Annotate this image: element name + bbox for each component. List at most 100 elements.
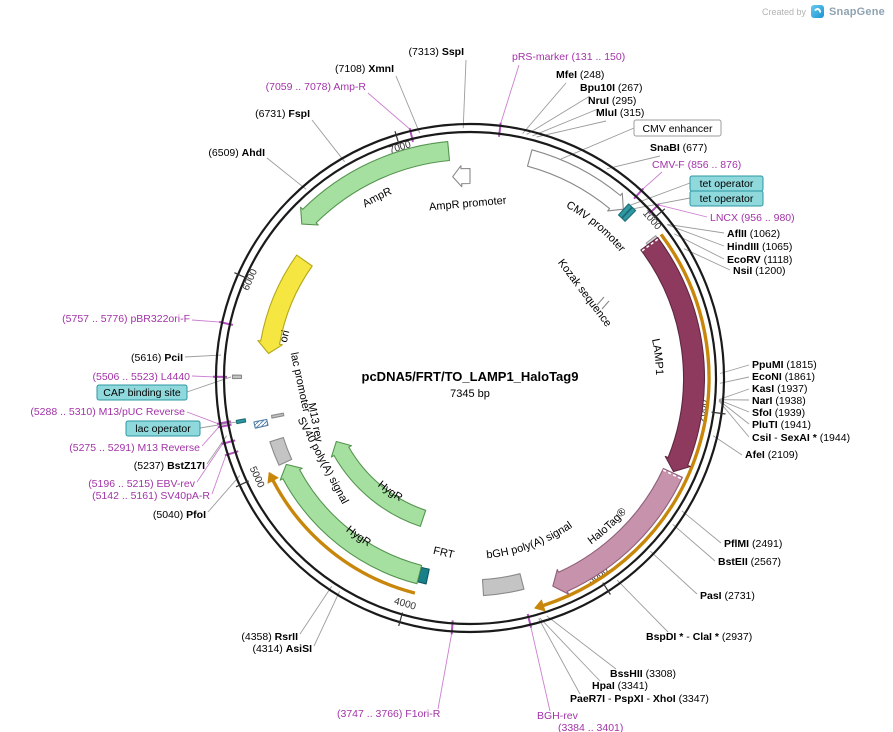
kozak-slash-mark bbox=[601, 300, 610, 310]
feature-cmv-promoter bbox=[526, 149, 624, 212]
primer-label-bgh-rev: BGH-rev bbox=[537, 710, 579, 722]
position-tick bbox=[602, 582, 611, 595]
leader-line bbox=[311, 119, 345, 162]
enzyme-label-paer7i-pspxi-xhoi-3347: PaeR7I - PspXI - XhoI (3347) bbox=[570, 693, 709, 705]
leader-line bbox=[299, 585, 333, 635]
position-tick bbox=[235, 480, 249, 488]
boxed-label-lac-operator: lac operator bbox=[125, 420, 201, 437]
leader-line bbox=[437, 633, 453, 710]
leader-line bbox=[538, 618, 581, 695]
enzyme-label-ppumi-1815: PpuMI (1815) bbox=[752, 359, 817, 371]
position-tick bbox=[234, 272, 248, 280]
position-tick-label: 4000 bbox=[393, 596, 418, 613]
enzyme-label-bpu10i-267: Bpu10I (267) bbox=[580, 82, 642, 94]
boxed-label-tet-operator: tet operator bbox=[689, 190, 764, 207]
feature-sv40-poly-a-signal bbox=[269, 436, 293, 466]
boxed-label-cmv-enhancer: CMV enhancer bbox=[633, 119, 722, 137]
position-tick bbox=[653, 208, 666, 219]
feature-lamp1 bbox=[640, 236, 706, 473]
feature-m13-rev bbox=[270, 412, 285, 419]
enzyme-label-6509-ahdi: (6509) AhdI bbox=[208, 147, 265, 159]
leader-line bbox=[207, 475, 241, 513]
position-tick bbox=[398, 612, 404, 627]
enzyme-label-nsii-1200: NsiI (1200) bbox=[733, 265, 786, 277]
enzyme-label-csii-sexai-1944: CsiI - SexAI * (1944) bbox=[752, 432, 850, 444]
plasmid-backbone-circle bbox=[214, 122, 726, 634]
primer-label-5757-5776-pbr322ori-f: (5757 .. 5776) pBR322ori-F bbox=[62, 313, 190, 325]
enzyme-label-bspdi-clai-2937: BspDI * - ClaI * (2937) bbox=[646, 631, 752, 643]
enzyme-label-mfei-248: MfeI (248) bbox=[556, 69, 604, 81]
feature-cap-binding-site bbox=[231, 374, 243, 380]
boxed-label-text: lac operator bbox=[135, 423, 191, 435]
feature-lac-promoter bbox=[253, 418, 269, 429]
boxed-label-text: CMV enhancer bbox=[642, 123, 713, 135]
feature-ampr-promoter bbox=[452, 165, 471, 188]
leader-line bbox=[266, 157, 307, 190]
enzyme-label-ecorv-1118: EcoRV (1118) bbox=[727, 254, 792, 266]
enzyme-label-hpai-3341: HpaI (3341) bbox=[592, 680, 648, 692]
enzyme-label-4358-rsrii: (4358) RsrII bbox=[241, 631, 298, 643]
leader-line bbox=[522, 82, 567, 134]
boxed-label-background bbox=[96, 384, 188, 401]
leader-line bbox=[367, 92, 411, 130]
boxed-label-background bbox=[125, 420, 201, 437]
enzyme-label-sfoi-1939: SfoI (1939) bbox=[752, 407, 805, 419]
enzyme-label-econi-1861: EcoNI (1861) bbox=[752, 371, 815, 383]
position-tick bbox=[394, 131, 400, 145]
boxed-label-text: tet operator bbox=[700, 178, 754, 190]
feature-orf-lamp1-halotag bbox=[534, 233, 711, 612]
primer-label-5506-5523-l4440: (5506 .. 5523) L4440 bbox=[93, 371, 191, 383]
feature-ampr bbox=[300, 141, 451, 226]
leader-line bbox=[718, 399, 750, 413]
boxed-label-background bbox=[633, 119, 722, 137]
primer-label-5142-5161-sv40pa-r: (5142 .. 5161) SV40pA-R bbox=[92, 490, 210, 502]
leader-line bbox=[211, 454, 227, 495]
enzyme-label-afei-2109: AfeI (2109) bbox=[745, 449, 798, 461]
enzyme-label-4314-asisi: (4314) AsiSI bbox=[252, 643, 312, 655]
position-tick-label: 1000 bbox=[640, 208, 663, 232]
plasmid-title: pcDNA5/FRT/TO_LAMP1_HaloTag9 bbox=[362, 369, 579, 384]
feature-lac-operator bbox=[235, 418, 247, 425]
feature-label-ampr-promoter: AmpR promoter bbox=[429, 195, 508, 214]
primer-label-lncx-956-980: LNCX (956 .. 980) bbox=[710, 212, 795, 224]
primer-label-3384-3401: (3384 .. 3401) bbox=[558, 722, 623, 732]
primer-label-5196-5215-ebv-rev: (5196 .. 5215) EBV-rev bbox=[88, 478, 196, 490]
leader-line bbox=[526, 95, 591, 135]
feature-label-lamp1: LAMP1 bbox=[649, 338, 665, 376]
feature-hygr bbox=[330, 440, 427, 527]
feature-halotag bbox=[552, 467, 683, 595]
boxed-label-text: tet operator bbox=[700, 193, 754, 205]
credit-prefix-text: Created by bbox=[761, 6, 806, 17]
primer-label-3747-3766-f1ori-r: (3747 .. 3766) F1ori-R bbox=[337, 708, 441, 720]
enzyme-label-mlui-315: MluI (315) bbox=[596, 107, 644, 119]
leader-line bbox=[184, 354, 222, 358]
leader-line bbox=[667, 223, 725, 234]
leader-line bbox=[313, 591, 341, 647]
position-tick bbox=[711, 411, 726, 415]
leader-line bbox=[199, 421, 237, 429]
feature-hygr bbox=[279, 463, 423, 585]
enzyme-label-bsteii-2567: BstEII (2567) bbox=[718, 556, 781, 568]
plasmid-length-label: 7345 bp bbox=[450, 388, 490, 400]
primer-label-cmv-f-856-876: CMV-F (856 .. 876) bbox=[652, 159, 741, 171]
leader-line bbox=[718, 400, 750, 425]
feature-orf-hygr bbox=[267, 472, 416, 595]
leader-line bbox=[718, 400, 750, 438]
enzyme-label-pluti-1941: PluTI (1941) bbox=[752, 419, 811, 431]
boxed-label-background bbox=[689, 190, 764, 207]
leader-line bbox=[191, 375, 215, 378]
backbone-ring bbox=[214, 122, 726, 634]
plasmid-backbone-circle bbox=[222, 130, 718, 626]
feature-label-kozak-sequence: Kozak sequence bbox=[555, 257, 614, 329]
primer-label-7059-7078-amp-r: (7059 .. 7078) Amp-R bbox=[266, 81, 367, 93]
leader-line bbox=[712, 435, 743, 456]
leader-line bbox=[649, 550, 698, 595]
feature-label-ori: ori bbox=[278, 329, 292, 344]
enzyme-label-bsshii-3308: BssHII (3308) bbox=[610, 668, 676, 680]
leader-line bbox=[667, 224, 725, 247]
leader-line bbox=[539, 617, 601, 682]
leader-line bbox=[532, 108, 599, 137]
leader-line bbox=[642, 171, 663, 190]
leader-line bbox=[672, 523, 716, 562]
enzyme-label-pflmi-2491: PflMI (2491) bbox=[724, 538, 782, 550]
